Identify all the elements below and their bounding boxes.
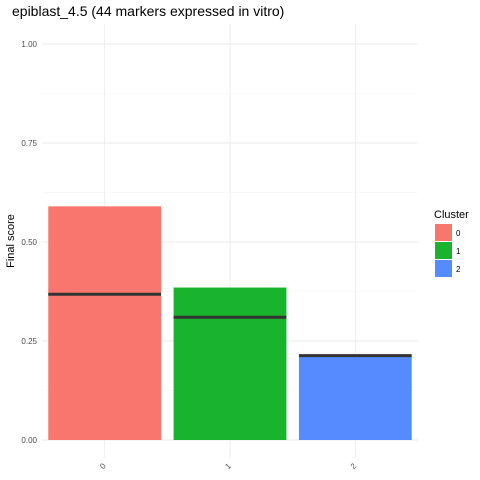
- bar-cluster-0: [48, 206, 162, 440]
- y-tick-label: 0.75: [21, 139, 37, 148]
- legend-key-cluster-1: [435, 242, 452, 259]
- x-tick-label: 1: [223, 461, 233, 471]
- legend-label: 2: [456, 265, 461, 274]
- chart-title: epiblast_4.5 (44 markers expressed in vi…: [12, 3, 284, 19]
- legend: Cluster 0 1 2: [434, 209, 469, 277]
- y-tick-label: 0.00: [21, 436, 37, 445]
- legend-label: 1: [456, 247, 461, 256]
- legend-key-cluster-0: [435, 224, 452, 241]
- x-axis-ticks: 0 1 2: [98, 461, 359, 471]
- y-axis-label: Final score: [5, 214, 17, 268]
- x-tick-label: 0: [98, 461, 108, 471]
- y-tick-label: 1.00: [21, 40, 37, 49]
- legend-title: Cluster: [434, 209, 469, 221]
- bars: [48, 206, 412, 440]
- bar-cluster-2: [298, 356, 412, 440]
- bar-cluster-1: [173, 287, 287, 440]
- y-axis-ticks: 0.00 0.25 0.50 0.75 1.00: [21, 40, 37, 445]
- x-tick-label: 2: [349, 461, 359, 471]
- legend-label: 0: [456, 229, 461, 238]
- legend-key-cluster-2: [435, 260, 452, 277]
- y-tick-label: 0.25: [21, 337, 37, 346]
- y-tick-label: 0.50: [21, 238, 37, 247]
